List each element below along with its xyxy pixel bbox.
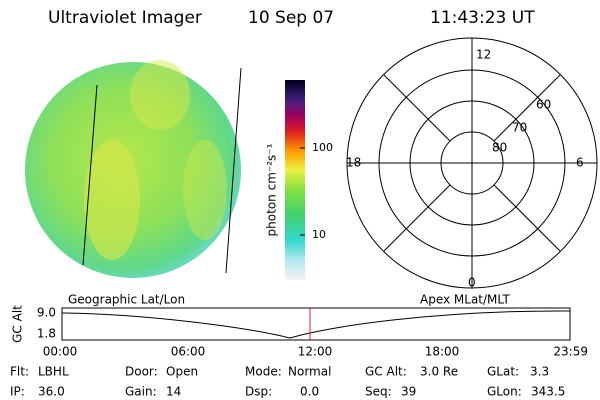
- ring-label: 60: [536, 98, 551, 112]
- mlt-label: 0: [468, 276, 476, 290]
- title: Ultraviolet Imager: [48, 8, 202, 28]
- timeline-frame: [61, 307, 571, 341]
- polar-grid: [346, 37, 598, 289]
- status-value: 0.0: [300, 385, 319, 399]
- axis-line: [383, 74, 451, 142]
- status-value: 39: [401, 385, 416, 399]
- colorbar-tick-label: 10: [312, 228, 326, 241]
- image-patch: [130, 60, 190, 130]
- status-label: IP:: [10, 385, 25, 399]
- mlt-label: 6: [576, 156, 584, 170]
- status-label: Door:: [125, 365, 158, 379]
- axis-line: [493, 74, 561, 142]
- colorbar: [285, 80, 305, 280]
- timeline-x-tick: 23:59: [553, 345, 588, 359]
- axis-line: [493, 184, 561, 252]
- time: 11:43:23 UT: [430, 8, 535, 28]
- status-value: 3.3: [530, 365, 549, 379]
- axis-line: [383, 184, 451, 252]
- status-value: 343.5: [531, 385, 565, 399]
- image-line: [82, 84, 98, 266]
- status-label: Flt:: [10, 365, 29, 379]
- timeline-y-tick: 1.8: [37, 327, 56, 341]
- date: 10 Sep 07: [248, 8, 334, 28]
- status-value: Open: [166, 365, 198, 379]
- status-label: Mode:: [245, 365, 282, 379]
- status-label: GLon:: [487, 385, 522, 399]
- status-value: Normal: [288, 365, 331, 379]
- status-label: Dsp:: [245, 385, 272, 399]
- timeline-x-tick: 06:00: [171, 345, 206, 359]
- image-patch: [84, 140, 140, 260]
- status-value: 14: [166, 385, 181, 399]
- ring-label: 70: [512, 121, 527, 135]
- status-label: GC Alt:: [365, 365, 407, 379]
- status-value: 36.0: [38, 385, 65, 399]
- image: [25, 60, 242, 278]
- ring-label: 80: [492, 141, 507, 155]
- timeline-x-tick: 12:00: [298, 345, 333, 359]
- altitude-curve: [61, 310, 571, 339]
- timeline-y-label: GC Alt: [11, 305, 25, 343]
- image-line: [225, 67, 242, 274]
- colorbar-tick-label: 100: [312, 141, 333, 154]
- timeline-left-label: Geographic Lat/Lon: [68, 293, 185, 307]
- timeline-y-tick: 9.0: [37, 306, 56, 320]
- image-patch: [183, 140, 227, 240]
- status-label: Seq:: [365, 385, 392, 399]
- status-value: LBHL: [38, 365, 69, 379]
- status-label: GLat:: [487, 365, 519, 379]
- timeline-right-label: Apex MLat/MLT: [420, 293, 510, 307]
- timeline-x-tick: 00:00: [43, 345, 78, 359]
- mlt-label: 18: [346, 156, 361, 170]
- mlt-label: 12: [476, 48, 491, 62]
- colorbar-label: photon cm⁻²s⁻¹: [265, 143, 279, 236]
- status-label: Gain:: [125, 385, 157, 399]
- status-value: 3.0 Re: [420, 365, 458, 379]
- timeline-x-tick: 18:00: [425, 345, 460, 359]
